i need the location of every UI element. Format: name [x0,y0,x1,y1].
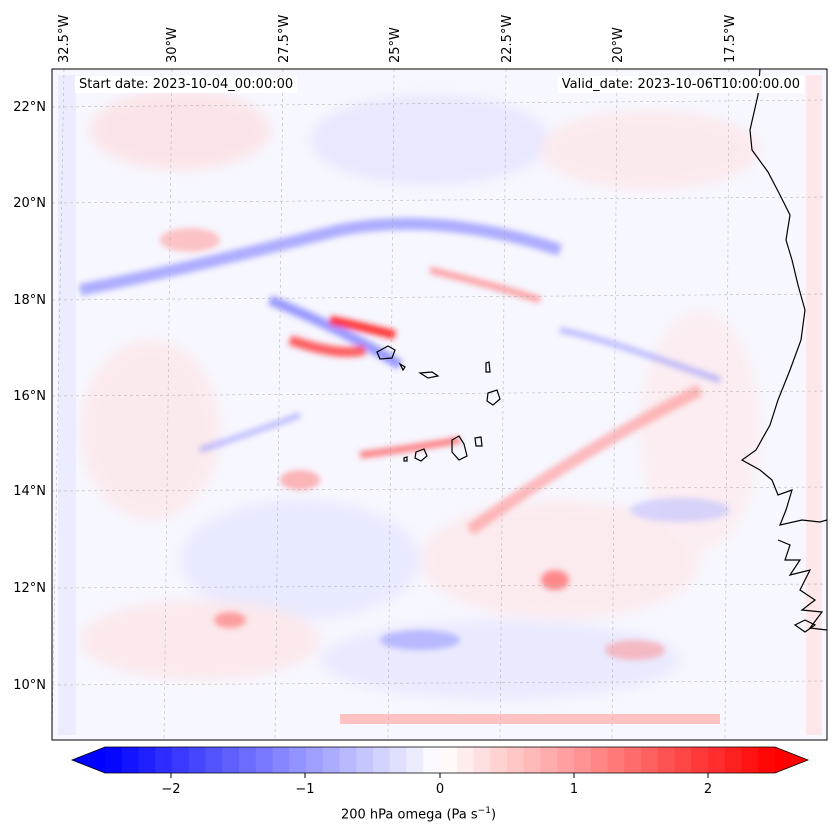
colorbar-cell [590,747,608,773]
lon-label: 22.5°W [500,15,515,63]
colorbar-cell [322,747,340,773]
map-frame [51,68,828,741]
lon-labels: 32.5°W 30°W 27.5°W 25°W 22.5°W 20°W 17.5… [57,15,738,63]
colorbar-cell [456,747,474,773]
colorbar-cell [373,747,391,773]
coastlines [376,69,827,633]
cape-verde-maio [474,436,483,447]
colorbar-label-exponent: −1 [477,806,491,816]
colorbar-cell [406,747,424,773]
colorbar-cell [691,747,709,773]
boundary-strip-bottom [340,714,720,724]
colorbar-cell [624,747,642,773]
colorbar-cell [138,747,156,773]
start-date-label: Start date: 2023-10-04_00:00:00 [75,76,298,93]
colorbar-cell [105,747,123,773]
colorbar-tick-label: −1 [295,782,314,797]
lon-label: 20°W [611,27,626,63]
lat-label: 16°N [13,389,46,404]
colorbar-tick-label: 1 [570,782,578,797]
boundary-strip-left [58,75,76,735]
colorbar-cell [741,747,759,773]
boundary-strip-right [806,75,822,735]
colorbar-cell [607,747,625,773]
colorbar-cell [272,747,290,773]
colorbar-ticks [170,773,709,778]
colorbar-cell [440,747,458,773]
colorbar-cell [121,747,139,773]
colorbar-tick-label: 2 [704,782,712,797]
colorbar: −2 −1 0 1 2 [70,746,810,797]
colorbar-cell [155,747,173,773]
colorbar-tick-label: −2 [161,782,180,797]
colorbar-label-end: ) [490,807,497,823]
colorbar-cell [490,747,508,773]
lat-label: 18°N [13,293,46,308]
colorbar-cell [641,747,659,773]
cape-verde-santiago [451,435,468,461]
gridlines [52,69,827,740]
lon-label: 30°W [165,27,180,63]
cape-verde-sao-vicente [398,362,406,372]
colorbar-cell [188,747,206,773]
cape-verde-sal [485,361,491,373]
colorbar-cell [540,747,558,773]
lat-label: 14°N [13,484,46,499]
map-panel [52,69,827,740]
colorbar-cell [306,747,324,773]
cape-verde-santo-antao [376,345,396,360]
colorbar-cell [389,747,407,773]
colorbar-cell [289,747,307,773]
colorbar-cell [239,747,257,773]
lat-label: 12°N [13,581,46,596]
colorbar-extend-min [72,747,105,773]
lon-label: 32.5°W [57,15,72,63]
colorbar-cell [356,747,374,773]
colorbar-cell [222,747,240,773]
lat-label: 20°N [13,196,46,211]
cape-verde-sao-nicolau [418,371,440,379]
colorbar-outline [70,746,810,774]
colorbar-cell [523,747,541,773]
colorbar-cell [708,747,726,773]
africa-coastline [740,69,827,526]
valid-date-label: Valid_date: 2023-10-06T10:00:00.00 [557,76,804,93]
omega-features [78,217,730,660]
colorbar-tick-label: 0 [436,782,444,797]
cape-verde-fogo [414,448,428,462]
colorbar-cell [205,747,223,773]
colorbar-cell [657,747,675,773]
colorbar-cell [339,747,357,773]
colorbar-cell [172,747,190,773]
colorbar-cell [724,747,742,773]
colorbar-cells [72,747,808,773]
lon-label: 17.5°W [723,15,738,63]
colorbar-cell [507,747,525,773]
lat-label: 22°N [13,100,46,115]
colorbar-cell [473,747,491,773]
colorbar-cell [574,747,592,773]
colorbar-cell [255,747,273,773]
colorbar-cell [423,747,441,773]
omega-field [80,90,760,700]
lat-label: 10°N [13,678,46,693]
lon-label: 27.5°W [277,15,292,63]
cape-verde-boa-vista [486,389,501,406]
colorbar-extend-max [775,747,808,773]
lat-labels: 22°N 20°N 18°N 16°N 14°N 12°N 10°N [13,100,46,693]
colorbar-label-text: 200 hPa omega (Pa s [340,807,478,823]
cape-verde-brava [403,456,408,462]
colorbar-label: 200 hPa omega (Pa s−1) [0,806,837,822]
colorbar-cell [557,747,575,773]
lon-label: 25°W [388,27,403,63]
colorbar-cell [758,747,776,773]
colorbar-cell [674,747,692,773]
